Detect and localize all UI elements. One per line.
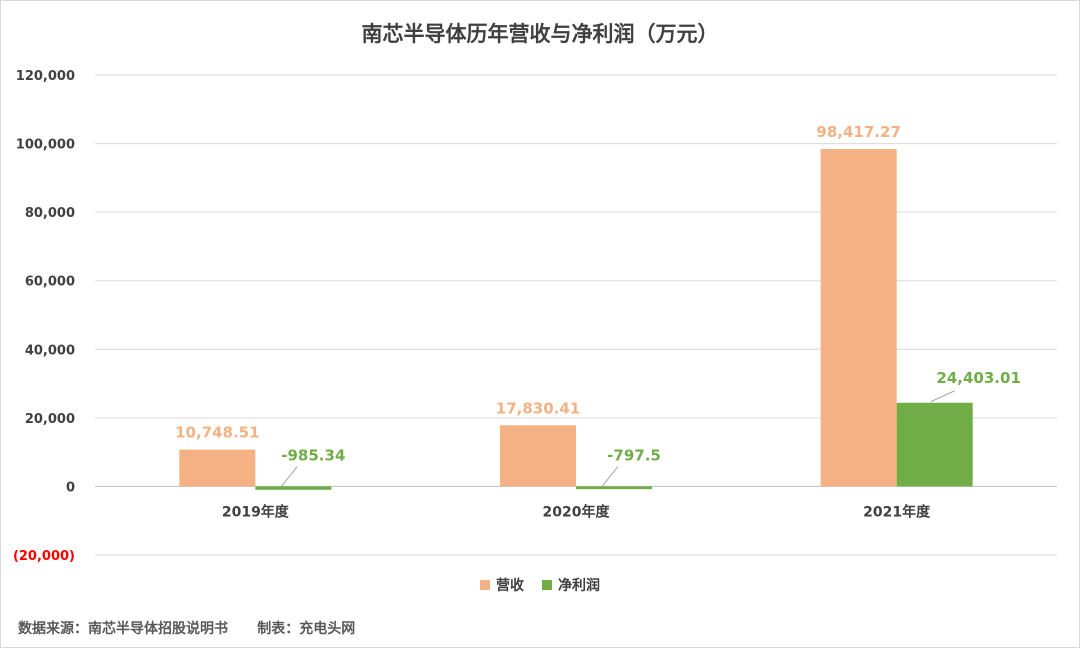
x-tick-label: 2019年度 <box>222 503 290 520</box>
data-label-net-profit: -797.5 <box>607 446 661 464</box>
data-label-net-profit: 24,403.01 <box>936 369 1020 387</box>
x-tick-label: 2021年度 <box>863 503 931 520</box>
data-label-revenue: 10,748.51 <box>175 424 259 442</box>
y-tick-label: (20,000) <box>13 549 75 564</box>
bar-net-profit <box>896 402 973 487</box>
y-tick-label: 120,000 <box>16 69 75 84</box>
leader-line <box>601 466 619 487</box>
legend-item-revenue: 营收 <box>480 575 524 595</box>
bar-revenue <box>500 425 576 487</box>
y-tick-label: 80,000 <box>25 206 75 221</box>
y-tick-label: 60,000 <box>25 275 75 290</box>
legend-item-net-profit: 净利润 <box>542 575 600 595</box>
bar-net-profit <box>576 486 652 490</box>
data-label-revenue: 17,830.41 <box>496 399 580 417</box>
chart-title: 南芯半导体历年营收与净利润（万元） <box>361 22 719 46</box>
y-tick-label: 20,000 <box>25 412 75 427</box>
y-tick-label: 0 <box>66 480 75 495</box>
leader-line <box>930 390 955 403</box>
x-tick-label: 2020年度 <box>543 503 611 520</box>
y-tick-label: 100,000 <box>16 138 75 153</box>
y-tick-label: 40,000 <box>25 343 75 358</box>
leader-line <box>280 466 298 487</box>
footer-note: 数据来源：南芯半导体招股说明书 制表：充电头网 <box>18 618 355 638</box>
source-note: 数据来源：南芯半导体招股说明书 <box>18 621 228 637</box>
legend-swatch-revenue <box>480 580 490 590</box>
bar-revenue <box>820 148 897 487</box>
data-label-net-profit: -985.34 <box>281 446 345 464</box>
legend-label-net-profit: 净利润 <box>558 578 600 594</box>
legend-swatch-net-profit <box>542 580 552 590</box>
bar-revenue <box>179 449 256 487</box>
legend: 营收 净利润 <box>0 575 1080 595</box>
credit-note: 制表：充电头网 <box>257 621 356 637</box>
data-label-revenue: 98,417.27 <box>816 123 900 141</box>
bar-net-profit <box>255 486 332 490</box>
legend-label-revenue: 营收 <box>496 578 524 594</box>
